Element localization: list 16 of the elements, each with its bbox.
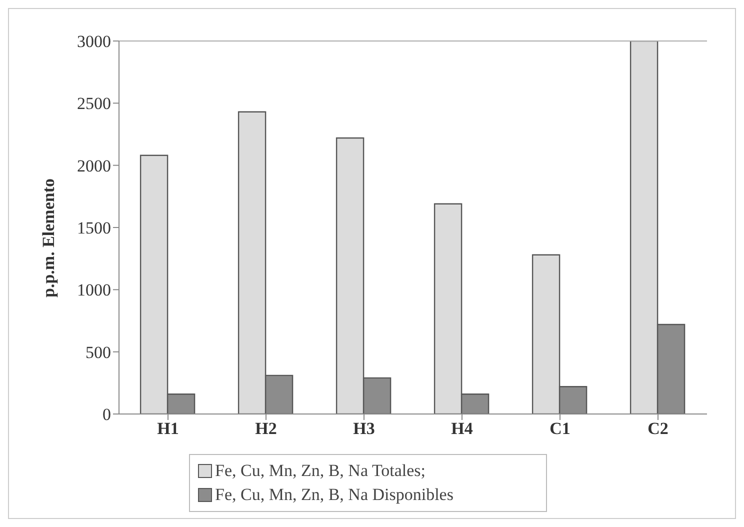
legend-label: Fe, Cu, Mn, Zn, B, Na Disponibles xyxy=(215,484,454,506)
y-axis-title: p.p.m. Elemento xyxy=(39,178,58,298)
x-tick-label: H2 xyxy=(255,419,277,438)
y-tick-label: 1000 xyxy=(77,280,111,300)
x-tick-label: H4 xyxy=(451,419,474,438)
y-tick-label: 3000 xyxy=(77,32,111,52)
x-tick-label: H3 xyxy=(353,419,375,438)
y-tick-label: 2500 xyxy=(77,94,111,114)
y-tick-label: 500 xyxy=(86,342,111,362)
x-tick-label: C2 xyxy=(648,419,668,438)
y-tick-label: 2000 xyxy=(77,156,111,176)
y-tick-label: 0 xyxy=(102,405,111,424)
x-tick-label: C1 xyxy=(550,419,570,438)
legend-label: Fe, Cu, Mn, Zn, B, Na Totales; xyxy=(215,460,426,482)
y-tick-label: 1500 xyxy=(77,218,111,238)
x-tick-label: H1 xyxy=(157,419,179,438)
